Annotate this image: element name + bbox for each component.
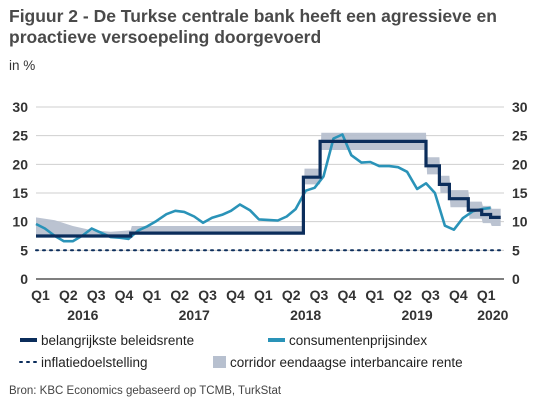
x-tick-label: Q3	[198, 287, 217, 303]
x-tick-label: Q2	[282, 287, 301, 303]
y-tick-label-right: 15	[512, 185, 528, 201]
x-tick-label: Q3	[310, 287, 329, 303]
x-tick-label: Q1	[143, 287, 162, 303]
x-tick-label: Q1	[365, 287, 384, 303]
legend-label: inflatiedoelstelling	[41, 355, 148, 370]
x-tick-label: Q2	[393, 287, 412, 303]
x-tick-label: Q1	[254, 287, 273, 303]
x-tick-label: Q3	[87, 287, 106, 303]
y-tick-label-left: 30	[12, 99, 28, 115]
y-tick-label-right: 30	[512, 99, 528, 115]
series-lines	[35, 133, 502, 252]
legend-item: belangrijkste beleidsrente	[20, 333, 194, 348]
legend-item: consumentenprijsindex	[268, 333, 427, 348]
y-tick-label-right: 20	[512, 156, 528, 172]
x-tick-label: Q1	[477, 287, 496, 303]
y-tick-label-left: 5	[20, 242, 28, 258]
y-tick-label-left: 10	[12, 214, 28, 230]
x-tick-label: Q1	[31, 287, 50, 303]
y-tick-label-right: 5	[512, 242, 520, 258]
y-tick-label-left: 0	[20, 271, 28, 287]
legend-item: corridor eendaagse interbancaire rente	[213, 355, 463, 370]
x-year-label: 2016	[67, 307, 98, 323]
x-tick-label: Q4	[115, 287, 134, 303]
legend-label: corridor eendaagse interbancaire rente	[230, 355, 463, 370]
x-year-label: 2018	[290, 307, 321, 323]
legend-item: inflatiedoelstelling	[19, 355, 148, 370]
x-tick-label: Q4	[338, 287, 357, 303]
x-year-label: 2017	[179, 307, 210, 323]
legend: belangrijkste beleidsrente consumentenpri…	[19, 333, 463, 370]
legend-swatch	[213, 356, 226, 368]
legend-label: consumentenprijsindex	[289, 333, 427, 348]
y-tick-label-right: 25	[512, 128, 528, 144]
source-note: Bron: KBC Economics gebaseerd op TCMB, T…	[9, 385, 282, 397]
y-tick-label-left: 15	[12, 185, 28, 201]
x-tick-label: Q3	[421, 287, 440, 303]
x-tick-label: Q4	[226, 287, 245, 303]
x-tick-label: Q2	[170, 287, 189, 303]
legend-label: belangrijkste beleidsrente	[41, 333, 194, 348]
x-year-label: 2019	[402, 307, 433, 323]
chart-unit-label: in %	[9, 58, 36, 73]
policy-rate-line	[36, 139, 501, 238]
x-year-label: 2020	[477, 307, 508, 323]
y-tick-label-right: 10	[512, 214, 528, 230]
y-tick-label-right: 0	[512, 271, 520, 287]
y-tick-label-left: 20	[12, 156, 28, 172]
chart-title: Figuur 2 - De Turkse centrale bank heeft…	[9, 6, 497, 47]
cpi-line	[35, 133, 491, 243]
x-tick-label: Q2	[59, 287, 78, 303]
y-tick-label-left: 25	[12, 128, 28, 144]
x-tick-label: Q4	[449, 287, 468, 303]
